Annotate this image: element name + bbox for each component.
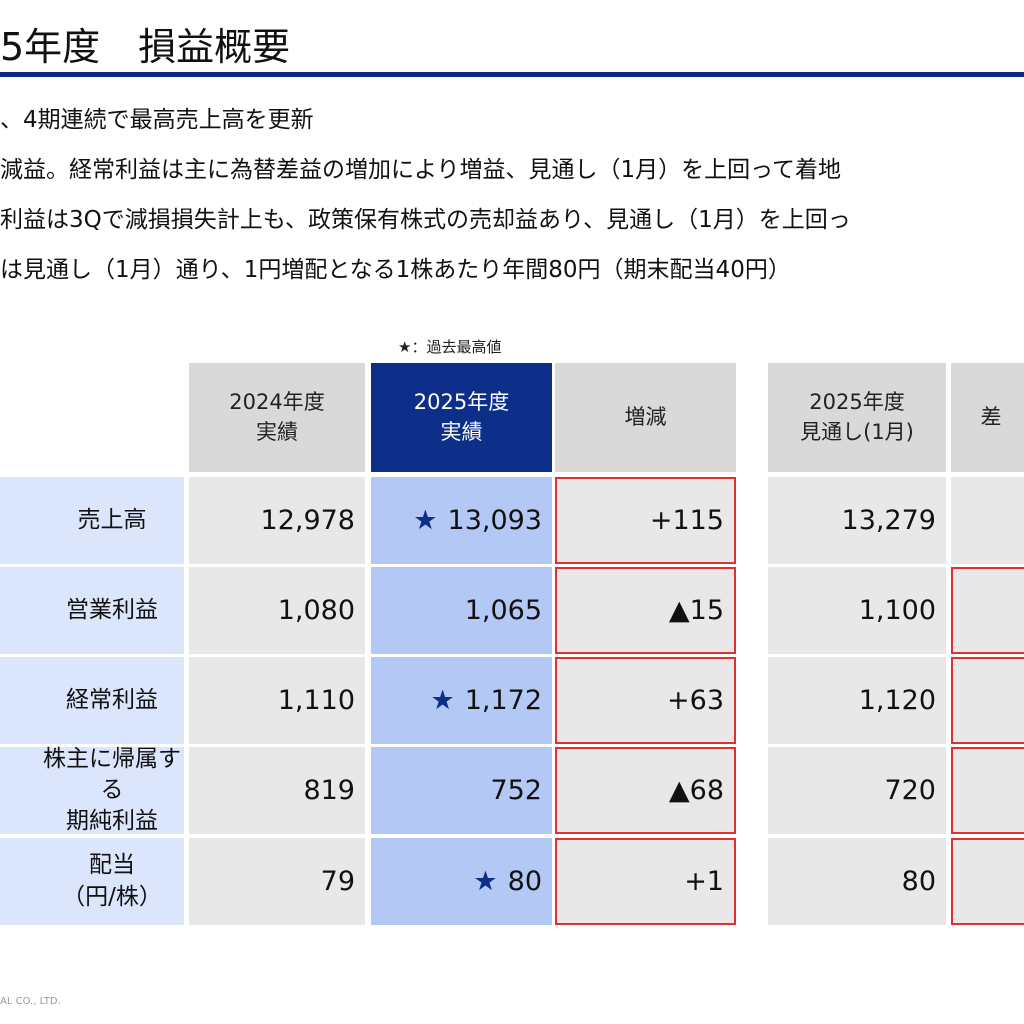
table-cell: [951, 477, 1024, 564]
column-header: 差: [951, 363, 1024, 472]
bullet: 利益は3Qで減損損失計上も、政策保有株式の売却益あり、見通し（1月）を上回っ: [0, 207, 851, 233]
table-cell: [951, 747, 1024, 834]
table-cell: 1,100: [768, 567, 946, 654]
table-cell: [951, 567, 1024, 654]
table-cell: ▲68: [555, 747, 736, 834]
table-cell: 720: [768, 747, 946, 834]
table-cell: +115: [555, 477, 736, 564]
table-cell: ★ 80: [371, 838, 552, 925]
column-header: 増減: [555, 363, 736, 472]
table-cell: 12,978: [189, 477, 365, 564]
column-header: 2025年度 見通し(1月): [768, 363, 946, 472]
table-cell: 752: [371, 747, 552, 834]
cell-value: 80: [507, 866, 542, 897]
record-star: ★: [413, 505, 438, 536]
row-label: 株主に帰属する 期純利益: [0, 746, 184, 834]
title: 5年度 損益概要: [0, 25, 291, 69]
record-star: ★: [473, 866, 498, 897]
table-cell: 1,120: [768, 657, 946, 744]
row-label: 配当 （円/株）: [0, 838, 184, 925]
table-cell: 79: [189, 838, 365, 925]
footer: AL CO., LTD.: [0, 996, 61, 1007]
table-cell: 1,110: [189, 657, 365, 744]
cell-value: 1,172: [464, 685, 542, 716]
table-cell: +1: [555, 838, 736, 925]
table-cell: [951, 838, 1024, 925]
table-cell: ★ 13,093: [371, 477, 552, 564]
bullet: は見通し（1月）通り、1円増配となる1株あたり年間80円（期末配当40円）: [0, 257, 791, 283]
cell-value: 13,093: [447, 505, 542, 536]
bullet: 減益。経常利益は主に為替差益の増加により増益、見通し（1月）を上回って着地: [0, 157, 842, 183]
row-label: 営業利益: [0, 567, 184, 654]
record-star: ★: [430, 685, 455, 716]
column-header: 2024年度 実績: [189, 363, 365, 472]
row-label: 売上高: [0, 477, 184, 564]
bullet: 、4期連続で最高売上高を更新: [0, 107, 314, 133]
table-cell: ▲15: [555, 567, 736, 654]
table-cell: 13,279: [768, 477, 946, 564]
table-cell: 1,065: [371, 567, 552, 654]
column-header: 2025年度 実績: [371, 363, 552, 472]
row-label: 経常利益: [0, 657, 184, 744]
table-cell: ★ 1,172: [371, 657, 552, 744]
table-cell: 1,080: [189, 567, 365, 654]
table-cell: 80: [768, 838, 946, 925]
title-rule: [0, 72, 1024, 77]
table-cell: [951, 657, 1024, 744]
note: ★：過去最高値: [398, 338, 502, 356]
table-cell: 819: [189, 747, 365, 834]
table-cell: +63: [555, 657, 736, 744]
